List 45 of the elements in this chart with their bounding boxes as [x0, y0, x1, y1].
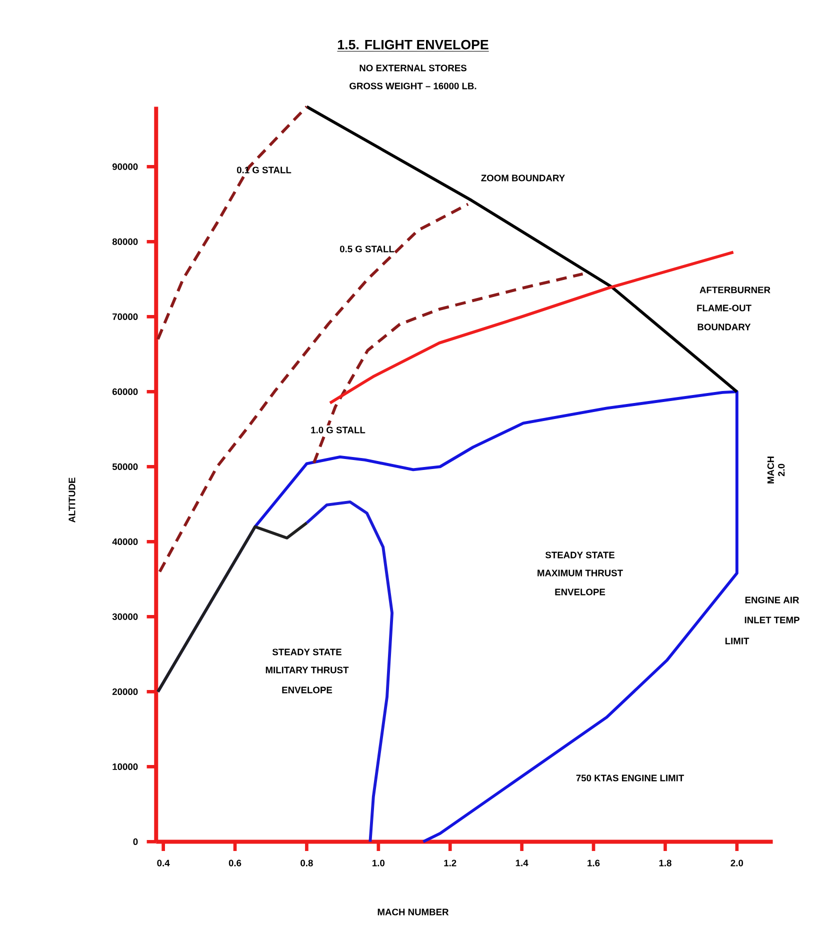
x-tick-label: 1.2	[444, 860, 456, 866]
line-series	[312, 272, 584, 464]
annotation: ENGINE AIR	[745, 596, 800, 604]
y-tick-label: 40000	[112, 538, 138, 545]
annotation: 1.0 G STALL	[311, 426, 366, 434]
y-tick-label: 70000	[112, 313, 138, 320]
annotation: MACH 2.0	[767, 456, 785, 484]
y-tick-label: 10000	[112, 763, 138, 770]
chart-subtitle: NO EXTERNAL STORES	[360, 64, 466, 72]
x-tick-label: 1.6	[588, 860, 600, 866]
x-axis-title: MACH NUMBER	[378, 908, 449, 916]
x-tick-label: 0.8	[300, 860, 313, 866]
annotation: INLET TEMP	[744, 616, 800, 624]
annotation: MAXIMUM THRUST	[538, 570, 623, 576]
x-tick-label: 1.4	[516, 860, 528, 866]
annotation: STEADY STATE	[545, 552, 614, 558]
y-axis-title: ALTITUDE	[68, 478, 76, 522]
chart-title: 1.5. FLIGHT ENVELOPE	[338, 40, 488, 50]
x-tick-label: 0.4	[157, 860, 170, 866]
annotation: ENVELOPE	[282, 686, 332, 694]
annotation: STEADY STATE	[272, 648, 342, 656]
text: GROSS WEIGHT – 16000 LB.	[350, 82, 476, 90]
annotation: ZOOM BOUNDARY	[481, 174, 565, 182]
annotation: MILITARY THRUST	[266, 666, 349, 674]
annotation: LIMIT	[725, 638, 750, 644]
y-tick-label: 50000	[112, 463, 138, 470]
x-tick-label: 0.6	[228, 860, 242, 866]
x-tick-label: 1.0	[372, 860, 385, 866]
x-tick-label: 1.8	[659, 860, 672, 866]
x-tick-label: 2.0	[730, 860, 744, 866]
y-tick-label: 0	[133, 838, 138, 845]
y-tick-label: 60000	[112, 388, 138, 395]
line-series	[158, 202, 470, 574]
annotation: 0.1 G STALL	[236, 166, 292, 174]
annotation: ENVELOPE	[555, 588, 606, 596]
y-tick-label: 30000	[112, 613, 138, 620]
annotation: 0.5 G STALL	[340, 246, 394, 252]
annotation: FLAME-OUT	[697, 304, 752, 312]
annotation: 750 KTAS ENGINE LIMIT	[576, 774, 684, 782]
y-tick-label: 80000	[112, 238, 138, 245]
annotation: BOUNDARY	[698, 324, 751, 330]
annotation: AFTERBURNER	[700, 286, 770, 294]
y-tick-label: 20000	[112, 688, 138, 695]
line-series	[156, 105, 308, 341]
y-tick-label: 90000	[112, 163, 138, 170]
